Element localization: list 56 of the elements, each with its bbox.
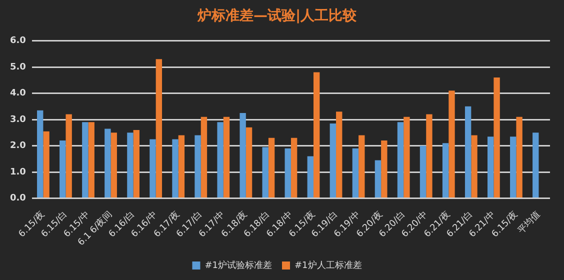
bar: [246, 127, 252, 198]
bar: [240, 112, 246, 198]
bar: [374, 160, 382, 198]
bar: [516, 116, 522, 198]
y-tick-label: 5.0: [10, 62, 26, 72]
bar: [82, 122, 88, 198]
bar: [223, 116, 230, 198]
bar: [426, 114, 432, 198]
bar: [510, 136, 516, 198]
x-tick-label: 平均值: [516, 209, 543, 236]
bar: [397, 122, 404, 198]
bar: [420, 146, 426, 198]
bar: [471, 135, 478, 198]
bar: [172, 139, 178, 198]
bar: [88, 122, 94, 198]
bar: [104, 128, 111, 198]
y-tick-label: 6.0: [10, 36, 26, 46]
bar: [156, 59, 162, 198]
bar: [352, 148, 359, 198]
bar: [66, 114, 72, 198]
chart-title: 炉标准差—试验|人工比较: [196, 7, 358, 24]
legend-label: #1炉试验标准差: [204, 260, 272, 271]
bar: [60, 140, 66, 198]
bar: [217, 122, 224, 198]
bar: [330, 123, 336, 198]
bar: [404, 116, 410, 198]
bar: [487, 136, 494, 198]
legend-label: #1炉人工标准差: [294, 260, 362, 271]
bar: [494, 78, 500, 198]
y-tick-label: 0.0: [10, 194, 26, 204]
bar: [133, 130, 140, 198]
y-tick-label: 4.0: [10, 88, 26, 99]
bar: [43, 131, 50, 198]
bar: [200, 116, 208, 198]
bar: [262, 147, 268, 198]
bar: [464, 106, 472, 198]
bar: [37, 110, 44, 198]
bar: [268, 138, 275, 198]
y-tick-label: 2.0: [10, 141, 26, 152]
bar: [284, 148, 291, 198]
bar: [290, 138, 298, 198]
bar: [381, 140, 388, 198]
bar: [178, 135, 185, 198]
y-tick-label: 3.0: [10, 114, 26, 125]
bar: [110, 132, 117, 198]
bar: [448, 90, 455, 198]
bar: [150, 139, 156, 198]
bar: [532, 132, 539, 198]
y-tick-label: 1.0: [10, 167, 26, 178]
bar: [336, 112, 342, 198]
bar: [313, 72, 320, 198]
bar: [358, 135, 365, 198]
bar: [442, 143, 449, 198]
bar: [194, 135, 201, 198]
bar: [127, 132, 134, 198]
bar: [307, 156, 314, 198]
